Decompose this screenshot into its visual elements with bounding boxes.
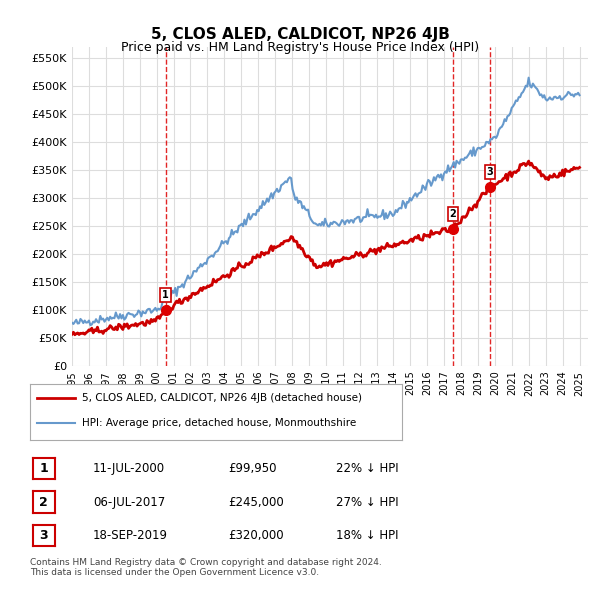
Text: 2: 2 bbox=[40, 496, 48, 509]
Text: 2: 2 bbox=[449, 209, 456, 219]
Text: 3: 3 bbox=[40, 529, 48, 542]
Text: 1: 1 bbox=[40, 462, 48, 475]
Text: Contains HM Land Registry data © Crown copyright and database right 2024.
This d: Contains HM Land Registry data © Crown c… bbox=[30, 558, 382, 577]
Text: £245,000: £245,000 bbox=[228, 496, 284, 509]
Text: 3: 3 bbox=[487, 167, 493, 177]
Text: £99,950: £99,950 bbox=[228, 462, 277, 475]
Text: 1: 1 bbox=[162, 290, 169, 300]
Text: 5, CLOS ALED, CALDICOT, NP26 4JB: 5, CLOS ALED, CALDICOT, NP26 4JB bbox=[151, 27, 449, 41]
Text: HPI: Average price, detached house, Monmouthshire: HPI: Average price, detached house, Monm… bbox=[82, 418, 356, 428]
Text: 27% ↓ HPI: 27% ↓ HPI bbox=[336, 496, 398, 509]
Text: £320,000: £320,000 bbox=[228, 529, 284, 542]
Text: 18-SEP-2019: 18-SEP-2019 bbox=[93, 529, 168, 542]
Text: 11-JUL-2000: 11-JUL-2000 bbox=[93, 462, 165, 475]
Text: Price paid vs. HM Land Registry's House Price Index (HPI): Price paid vs. HM Land Registry's House … bbox=[121, 41, 479, 54]
Text: 06-JUL-2017: 06-JUL-2017 bbox=[93, 496, 165, 509]
Text: 5, CLOS ALED, CALDICOT, NP26 4JB (detached house): 5, CLOS ALED, CALDICOT, NP26 4JB (detach… bbox=[82, 392, 362, 402]
Text: 22% ↓ HPI: 22% ↓ HPI bbox=[336, 462, 398, 475]
Text: 18% ↓ HPI: 18% ↓ HPI bbox=[336, 529, 398, 542]
